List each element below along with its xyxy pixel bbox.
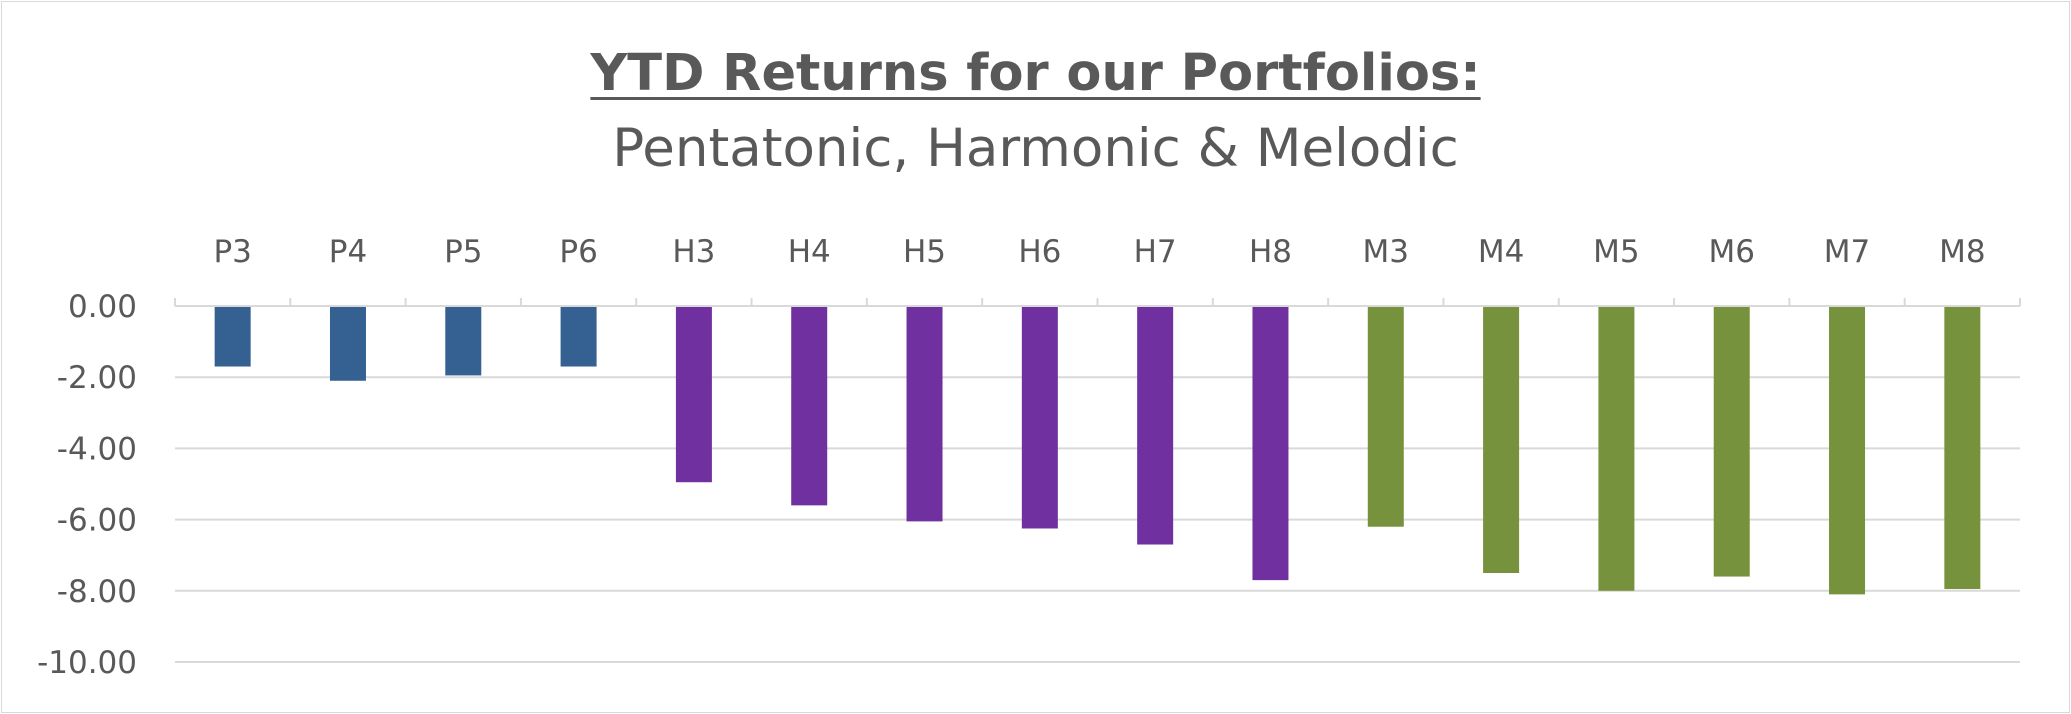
bar-m8 <box>1944 306 1981 590</box>
x-tick-label: M4 <box>1478 234 1524 270</box>
chart-title: YTD Returns for our Portfolios: <box>590 44 1481 103</box>
bar-h7 <box>1137 306 1174 545</box>
bar-m6 <box>1713 306 1750 577</box>
x-tick-label: H8 <box>1249 234 1292 270</box>
x-tick-label: P6 <box>559 234 597 270</box>
x-tick-label: P3 <box>213 234 251 270</box>
bar-p4 <box>329 306 366 381</box>
bar-h5 <box>906 306 943 522</box>
x-tick-label: P4 <box>329 234 367 270</box>
bar-p5 <box>445 306 482 376</box>
y-tick-label: -2.00 <box>57 360 137 396</box>
x-tick-label: M5 <box>1593 234 1639 270</box>
x-tick-label: H5 <box>903 234 946 270</box>
x-tick-label: M8 <box>1939 234 1985 270</box>
x-tick-label: M3 <box>1363 234 1409 270</box>
x-tick-label: H6 <box>1018 234 1061 270</box>
bar-h6 <box>1021 306 1058 529</box>
x-tick-label: M6 <box>1708 234 1754 270</box>
bar-m5 <box>1598 306 1635 591</box>
x-tick-label: H7 <box>1134 234 1177 270</box>
bar-m4 <box>1483 306 1520 573</box>
bar-m7 <box>1829 306 1866 595</box>
bar-m3 <box>1367 306 1404 527</box>
x-tick-label: H3 <box>672 234 715 270</box>
x-tick-label: H4 <box>788 234 831 270</box>
bar-h4 <box>791 306 828 506</box>
y-tick-label: 0.00 <box>68 289 137 325</box>
y-tick-label: -10.00 <box>37 645 137 681</box>
chart-subtitle: Pentatonic, Harmonic & Melodic <box>612 118 1459 179</box>
bar-h8 <box>1252 306 1289 581</box>
x-tick-label: M7 <box>1824 234 1870 270</box>
x-tick-label: P5 <box>444 234 482 270</box>
bar-h3 <box>675 306 712 483</box>
y-tick-label: -6.00 <box>57 503 137 539</box>
bar-p3 <box>214 306 251 367</box>
y-tick-label: -4.00 <box>57 431 137 467</box>
y-tick-label: -8.00 <box>57 574 137 610</box>
bar-p6 <box>560 306 597 367</box>
